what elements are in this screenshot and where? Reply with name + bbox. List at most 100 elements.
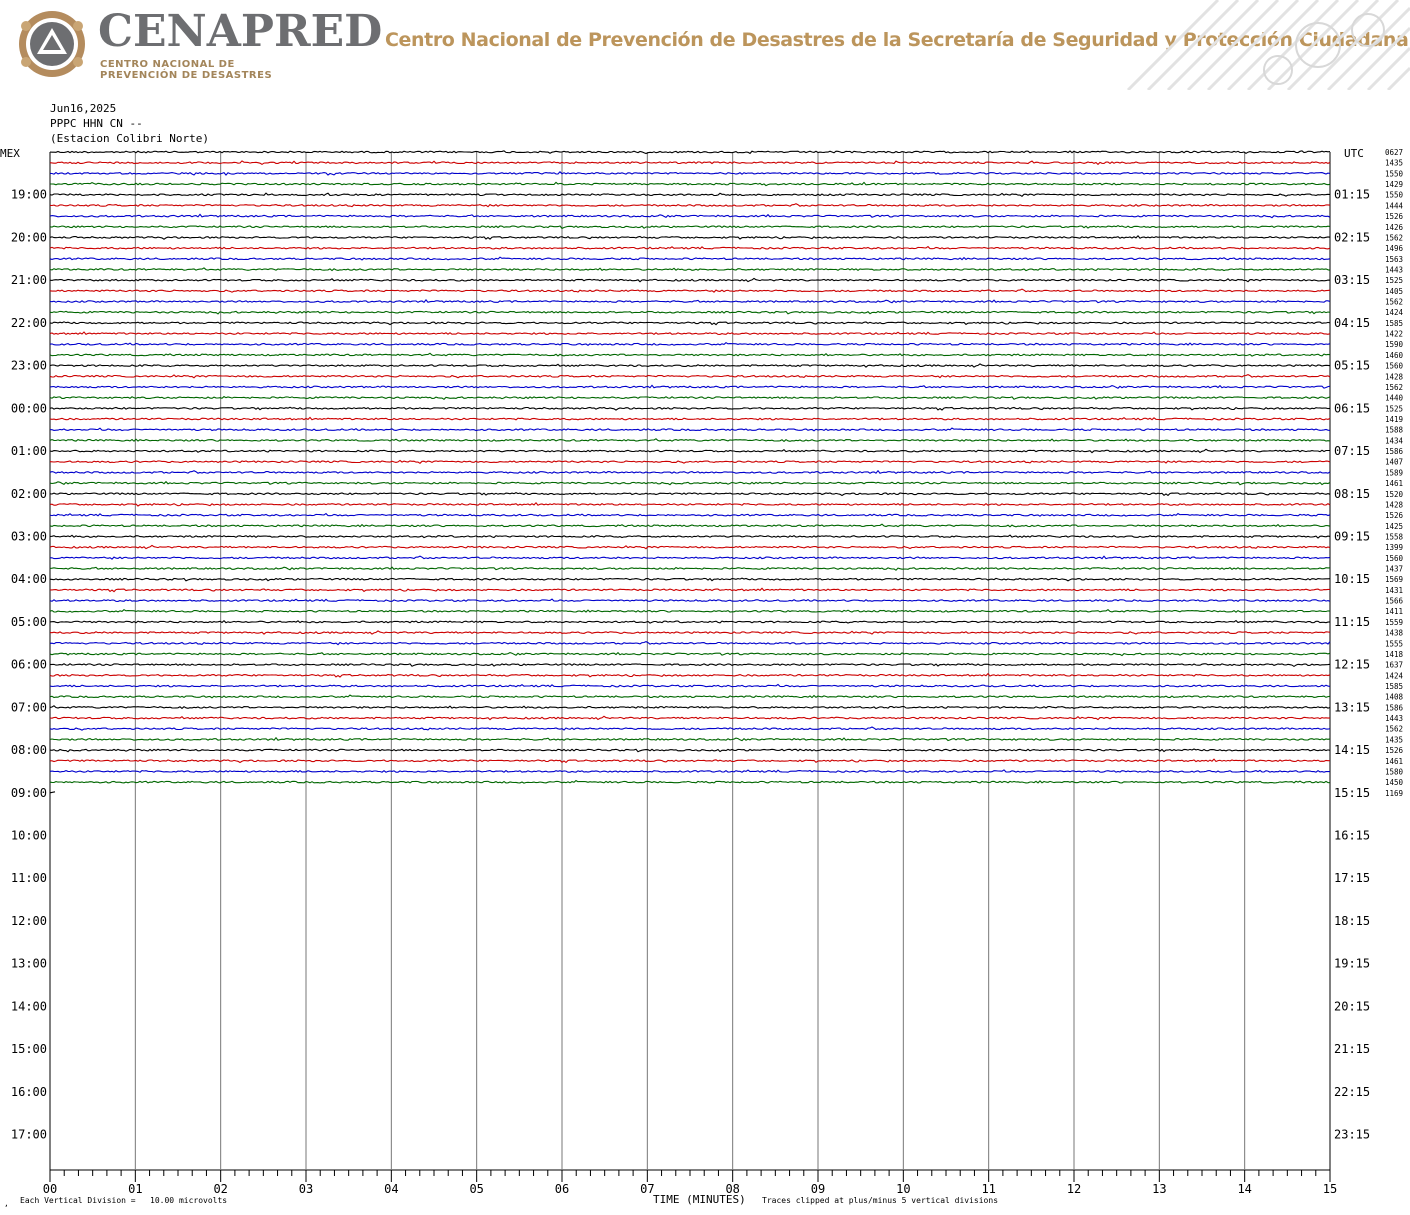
seismic-trace <box>49 245 1331 250</box>
utc-hour-label: 23:15 <box>1334 1128 1370 1142</box>
seismic-trace <box>49 705 1331 710</box>
seismic-trace <box>49 715 1331 721</box>
mex-hour-label: 19:00 <box>11 188 47 202</box>
trace-value-label: 1585 <box>1385 682 1403 691</box>
seismic-trace <box>49 448 1330 454</box>
seismic-trace <box>49 491 1331 497</box>
utc-hour-label: 09:15 <box>1334 529 1370 543</box>
trace-value-label: 1408 <box>1385 693 1404 702</box>
seismic-trace <box>49 373 1331 379</box>
seismic-trace <box>49 277 1331 283</box>
utc-hour-label: 19:15 <box>1334 957 1370 971</box>
trace-value-label: 1637 <box>1385 661 1403 670</box>
mex-hour-label: 15:00 <box>11 1042 47 1056</box>
utc-hour-label: 01:15 <box>1334 188 1370 202</box>
seismic-trace <box>49 267 1331 272</box>
trace-value-label: 0627 <box>1385 148 1403 157</box>
logo-subtitle-line1: CENTRO NACIONAL DE <box>100 59 235 70</box>
trace-value-label: 1426 <box>1385 223 1404 232</box>
seismic-trace <box>49 438 1331 443</box>
x-tick-label: 06 <box>555 1182 569 1196</box>
seismic-trace <box>49 630 1331 635</box>
trace-value-label: 1424 <box>1385 671 1404 680</box>
mex-hour-label: 04:00 <box>11 572 47 586</box>
x-tick-label: 04 <box>384 1182 398 1196</box>
trace-value-label: 1559 <box>1385 618 1403 627</box>
trace-value-label: 1450 <box>1385 778 1404 787</box>
trace-value-label: 1586 <box>1385 703 1404 712</box>
seismic-trace <box>49 234 1331 240</box>
trace-value-label: 1555 <box>1385 639 1403 648</box>
trace-value-label: 1496 <box>1385 244 1404 253</box>
trace-value-label: 1590 <box>1385 340 1404 349</box>
trace-value-label: 1589 <box>1385 468 1403 477</box>
mex-hour-label: 00:00 <box>11 401 47 415</box>
trace-value-label: 1566 <box>1385 597 1404 606</box>
x-tick-label: 05 <box>469 1182 483 1196</box>
seismic-trace <box>49 609 1331 613</box>
trace-value-label: 1461 <box>1385 479 1403 488</box>
trace-value-label: 1405 <box>1385 287 1403 296</box>
mex-hour-label: 05:00 <box>11 615 47 629</box>
mex-hour-label: 22:00 <box>11 316 47 330</box>
utc-hour-label: 13:15 <box>1334 700 1370 714</box>
seismic-trace <box>49 619 1331 624</box>
mex-hour-label: 02:00 <box>11 487 47 501</box>
seismic-trace <box>49 310 1331 315</box>
seismic-trace <box>49 321 1331 326</box>
utc-hour-label: 12:15 <box>1334 658 1370 672</box>
seismic-trace <box>49 395 1331 401</box>
trace-value-label: 1429 <box>1385 180 1403 189</box>
cenapred-logo-icon <box>19 11 85 77</box>
x-tick-label: 08 <box>725 1182 739 1196</box>
trace-value-label: 1460 <box>1385 351 1404 360</box>
mex-hour-label: 10:00 <box>11 829 47 843</box>
seismic-trace <box>49 577 1331 582</box>
trace-value-label: 1437 <box>1385 565 1403 574</box>
x-tick-label: 11 <box>981 1182 995 1196</box>
trace-value-label: 1434 <box>1385 436 1404 445</box>
trace-value-label: 1435 <box>1385 159 1403 168</box>
trace-value-label: 1431 <box>1385 586 1403 595</box>
logo-name: CENAPRED <box>98 6 383 57</box>
trace-value-label: 1435 <box>1385 735 1403 744</box>
utc-hour-label: 03:15 <box>1334 273 1370 287</box>
seismic-trace <box>49 469 1331 474</box>
seismic-trace <box>49 150 1331 155</box>
trace-value-label: 1580 <box>1385 767 1404 776</box>
trace-value-label: 1525 <box>1385 404 1403 413</box>
seismic-trace <box>50 758 1330 764</box>
seismic-trace <box>49 651 1331 657</box>
utc-hour-label: 22:15 <box>1334 1085 1370 1099</box>
x-tick-label: 10 <box>896 1182 910 1196</box>
trace-value-label: 1425 <box>1385 522 1403 531</box>
trace-value-label: 1562 <box>1385 298 1403 307</box>
trace-value-label: 1424 <box>1385 308 1404 317</box>
station-code: PPPC HHN CN -- <box>50 117 143 130</box>
utc-hour-label: 06:15 <box>1334 401 1370 415</box>
mex-hour-label: 17:00 <box>11 1128 47 1142</box>
seismic-trace <box>49 331 1331 336</box>
x-tick-label: 03 <box>299 1182 313 1196</box>
trace-value-label: 1438 <box>1385 629 1404 638</box>
seismic-trace <box>49 694 1331 699</box>
seismic-trace <box>49 480 1331 486</box>
utc-hour-label: 14:15 <box>1334 743 1370 757</box>
trace-value-label: 1560 <box>1385 554 1404 563</box>
seismic-trace <box>49 224 1331 230</box>
trace-value-label: 1562 <box>1385 725 1403 734</box>
utc-hour-label: 08:15 <box>1334 487 1370 501</box>
seismic-trace <box>49 748 1331 753</box>
seismic-trace <box>49 566 1331 571</box>
seismic-trace <box>50 181 1331 187</box>
trace-value-label: 1418 <box>1385 650 1404 659</box>
mex-hour-label: 23:00 <box>11 359 47 373</box>
seismic-trace <box>49 672 1331 678</box>
mex-hour-label: 09:00 <box>11 786 47 800</box>
seismic-trace <box>50 427 1331 432</box>
trace-value-label: 1428 <box>1385 372 1404 381</box>
trace-value-label: 1411 <box>1385 607 1403 616</box>
mex-hour-label: 11:00 <box>11 871 47 885</box>
utc-hour-label: 16:15 <box>1334 829 1370 843</box>
chart-date: Jun16,2025 <box>50 102 117 115</box>
